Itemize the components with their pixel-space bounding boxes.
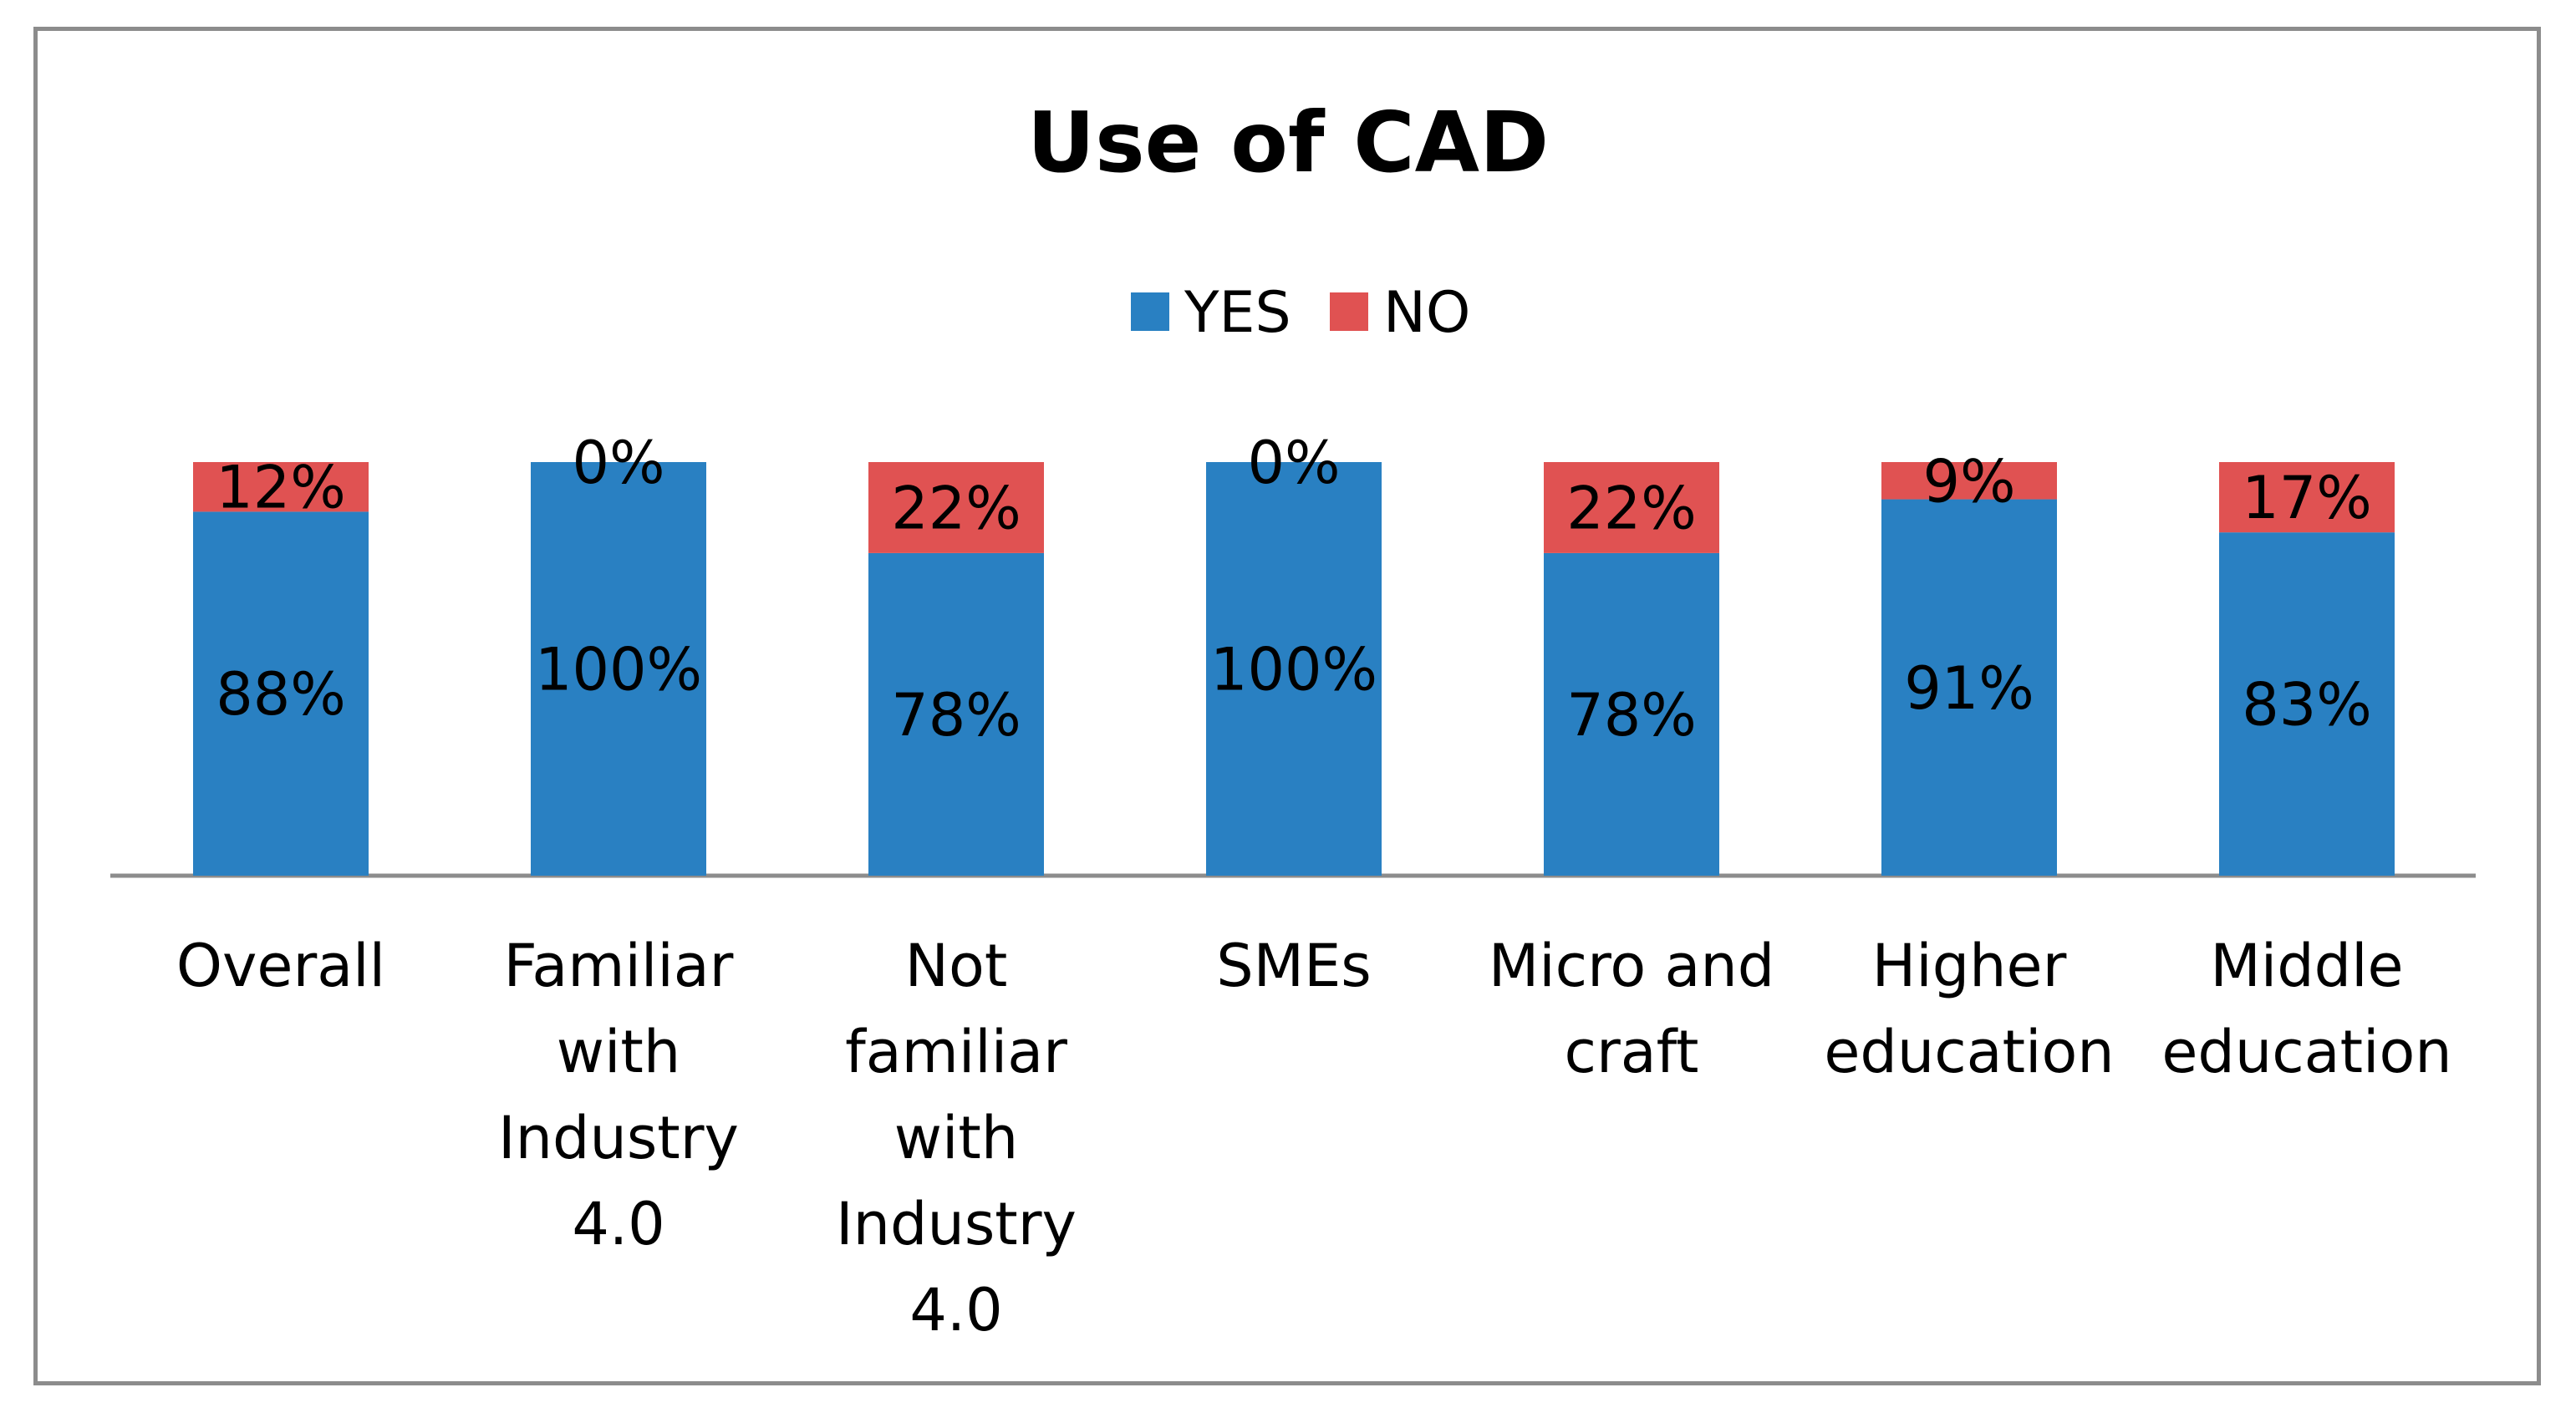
bar-yes-3 xyxy=(1206,462,1382,876)
data-label-no-0: 12% xyxy=(216,454,346,522)
bar-yes-5 xyxy=(1881,499,2057,876)
legend-label-yes: YES xyxy=(1184,280,1291,346)
bar-no-6 xyxy=(2219,462,2395,533)
data-label-yes-0: 88% xyxy=(216,660,346,729)
data-label-yes-3: 100% xyxy=(1210,636,1377,704)
legend-swatch-yes xyxy=(1131,292,1169,331)
category-label-2: Not familiar with Industry 4.0 xyxy=(836,932,1077,1344)
data-label-no-2: 22% xyxy=(891,474,1021,542)
data-label-no-6: 17% xyxy=(2242,464,2372,532)
bar-no-4 xyxy=(1544,462,1719,553)
category-label-4: Micro and craft xyxy=(1489,932,1774,1086)
bar-yes-6 xyxy=(2219,532,2395,876)
chart-title: Use of CAD xyxy=(1027,94,1549,191)
bar-no-5 xyxy=(1881,462,2057,500)
data-label-no-1: 0% xyxy=(572,429,664,497)
legend-label-no: NO xyxy=(1383,280,1470,346)
category-label-3: SMEs xyxy=(1216,932,1372,1000)
category-label-5: Higher education xyxy=(1824,932,2114,1086)
data-label-yes-2: 78% xyxy=(891,681,1021,750)
bar-yes-0 xyxy=(193,511,369,876)
category-label-6: Middle education xyxy=(2161,932,2451,1086)
bar-no-2 xyxy=(868,462,1044,553)
legend: YES NO xyxy=(1131,280,1470,346)
bar-yes-4 xyxy=(1544,552,1719,876)
bar-no-0 xyxy=(193,462,369,512)
data-label-no-5: 9% xyxy=(1922,447,2015,516)
data-label-yes-6: 83% xyxy=(2242,671,2372,739)
category-label-1: Familiar with Industry 4.0 xyxy=(498,932,739,1258)
category-label-0: Overall xyxy=(176,932,385,1000)
data-label-yes-4: 78% xyxy=(1566,681,1697,750)
legend-swatch-no xyxy=(1330,292,1368,331)
data-label-no-4: 22% xyxy=(1566,474,1697,542)
data-label-yes-1: 100% xyxy=(535,636,702,704)
chart-frame xyxy=(33,27,2541,1385)
data-label-yes-5: 91% xyxy=(1904,654,2034,723)
plot-area: 88% 12% Overall 100% 0% Familiar with Industry 4… xyxy=(110,429,2476,1344)
bar-yes-2 xyxy=(868,552,1044,876)
data-label-no-3: 0% xyxy=(1247,429,1340,497)
bar-yes-1 xyxy=(531,462,706,876)
